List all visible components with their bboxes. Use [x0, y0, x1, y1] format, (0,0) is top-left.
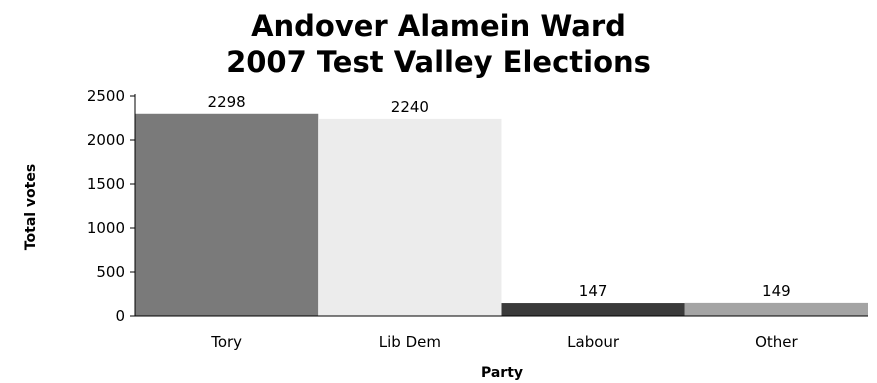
x-tick-label: Tory — [210, 333, 242, 351]
y-tick-label: 2000 — [87, 131, 125, 149]
data-labels: 2298 2240 147 149 — [208, 93, 791, 300]
data-label: 149 — [762, 282, 791, 300]
bars — [135, 113, 868, 316]
chart-title: Andover Alamein Ward 2007 Test Valley El… — [0, 8, 877, 80]
x-tick-label: Lib Dem — [379, 333, 441, 351]
data-label: 2298 — [208, 93, 246, 111]
y-tick-label: 0 — [115, 307, 125, 325]
y-axis-title: Total votes — [23, 164, 39, 250]
bar-labour — [501, 303, 685, 316]
x-axis-ticks: Tory Lib Dem Labour Other — [210, 333, 798, 351]
chart-title-line-1: Andover Alamein Ward — [251, 9, 626, 43]
y-axis-ticks: 0 500 1000 1500 2000 2500 — [87, 87, 135, 325]
x-tick-label: Other — [755, 333, 798, 351]
data-label: 147 — [579, 282, 608, 300]
y-tick-label: 2500 — [87, 87, 125, 105]
y-tick-label: 1000 — [87, 219, 125, 237]
data-label: 2240 — [391, 98, 429, 116]
bar-other — [684, 302, 868, 316]
y-tick-label: 1500 — [87, 175, 125, 193]
bar-tory — [135, 113, 319, 316]
y-tick-label: 500 — [96, 263, 125, 281]
x-tick-label: Labour — [567, 333, 620, 351]
x-axis-title: Party — [481, 365, 523, 381]
bar-lib-dem — [318, 118, 502, 316]
chart-title-line-2: 2007 Test Valley Elections — [226, 45, 651, 79]
